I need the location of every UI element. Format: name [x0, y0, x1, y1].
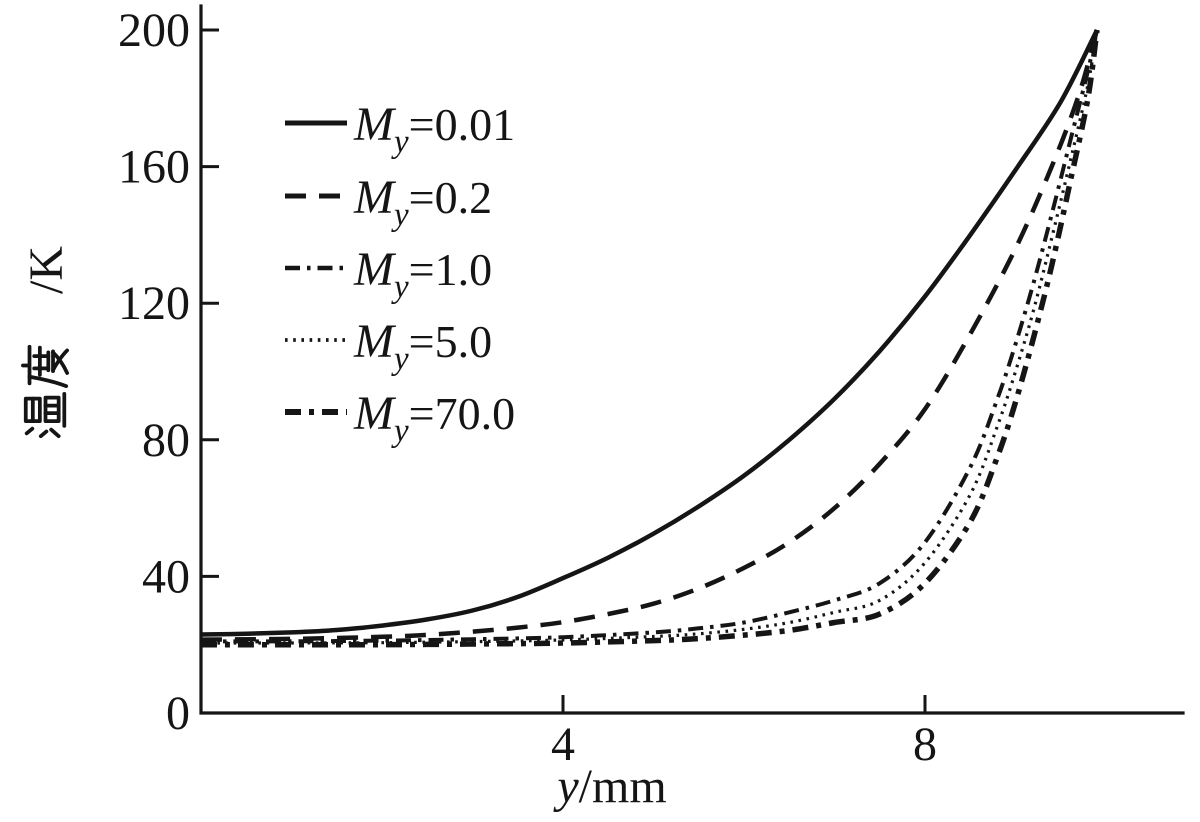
legend-label-2: My=1.0	[353, 243, 492, 305]
y-axis-unit: /K	[20, 246, 73, 294]
series-curve-My5.0	[201, 29, 1099, 645]
series-curve-My0.01	[200, 28, 1100, 637]
y-tick-label-120: 120	[118, 277, 190, 330]
y-tick-label-0: 0	[166, 687, 190, 740]
cjk-glyph-wen	[23, 391, 67, 439]
legend-label-3: My=5.0	[353, 315, 492, 377]
y-tick-label-40: 40	[142, 550, 190, 603]
y-axis-title: /K	[20, 246, 73, 439]
legend-label-4: My=70.0	[353, 387, 515, 449]
y-tick-label-160: 160	[118, 141, 190, 194]
legend-item-0: My=0.01	[285, 98, 515, 160]
y-tick-label-200: 200	[118, 4, 190, 57]
y-tick-label-80: 80	[142, 414, 190, 467]
legend-item-4: My=70.0	[285, 387, 515, 449]
legend-item-2: My=1.0	[285, 243, 492, 305]
series-curve-My70.0	[200, 29, 1100, 648]
x-tick-label-8: 8	[913, 718, 937, 771]
axes: 0 40 80 120 160 200 4 8	[118, 4, 1185, 771]
legend-item-3: My=5.0	[285, 315, 492, 377]
cjk-glyph-du	[21, 344, 70, 389]
series-curves	[200, 28, 1100, 648]
legend-item-1: My=0.2	[285, 171, 492, 233]
legend-label-1: My=0.2	[353, 171, 492, 233]
legend: My=0.01 My=0.2 My=1.0 My=5.0 My=70.0	[285, 98, 515, 449]
series-curve-My1.0	[200, 29, 1099, 644]
x-axis-title: y/mm	[552, 760, 666, 813]
x-tick-label-4: 4	[551, 718, 575, 771]
legend-label-0: My=0.01	[353, 98, 515, 160]
axis-spines	[199, 4, 1185, 715]
